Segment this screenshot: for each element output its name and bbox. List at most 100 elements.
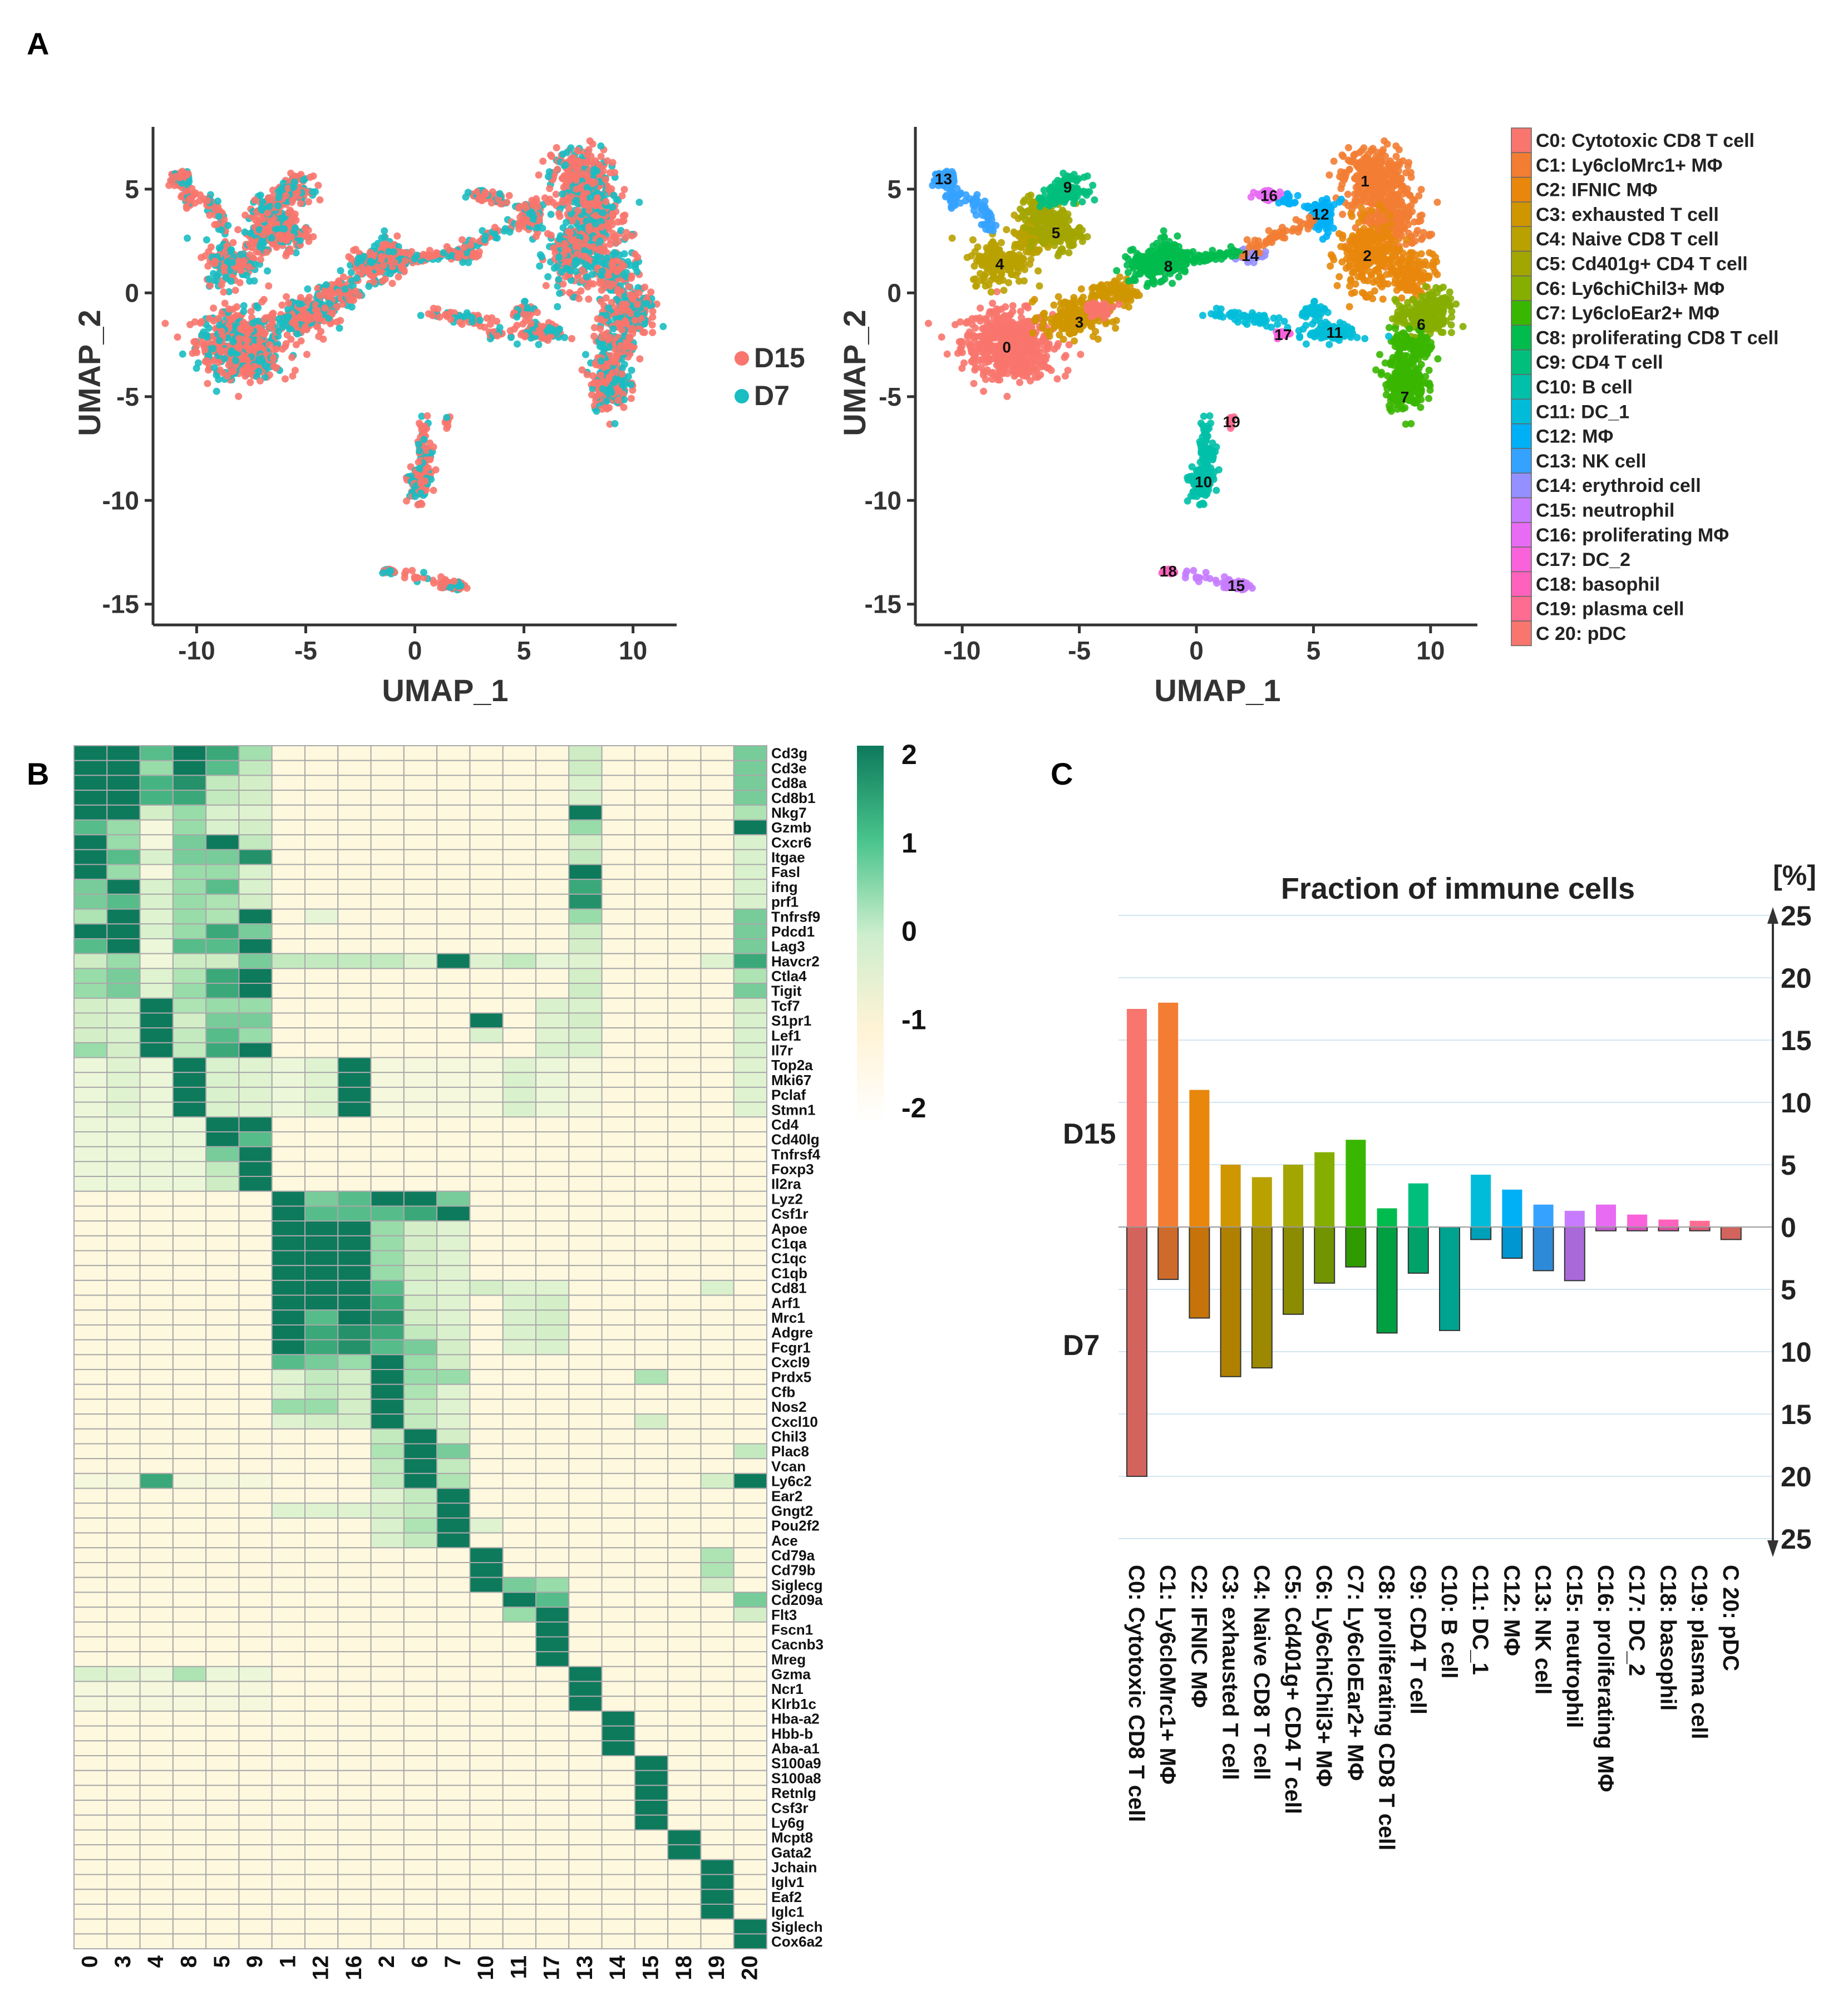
umap-point — [291, 210, 299, 218]
umap-point — [580, 253, 588, 260]
umap-point — [470, 249, 477, 257]
umap-point — [593, 167, 601, 175]
umap-point — [309, 188, 317, 196]
umap-point — [1337, 185, 1345, 193]
umap-point — [246, 251, 254, 259]
umap-point — [252, 216, 259, 224]
umap-point — [239, 367, 247, 375]
umap-point — [328, 309, 336, 317]
umap-point — [221, 299, 229, 307]
umap-point — [337, 267, 344, 274]
umap-point — [609, 203, 617, 211]
umap-point — [339, 273, 347, 281]
umap-point — [590, 324, 598, 332]
umap-point — [593, 407, 600, 415]
umap-point — [1053, 375, 1061, 383]
umap-point — [503, 199, 511, 206]
umap-point — [272, 364, 280, 372]
umap-point — [561, 161, 569, 169]
umap-point — [408, 566, 416, 574]
umap-point — [1344, 190, 1352, 198]
umap-point — [568, 335, 575, 342]
umap-point — [649, 308, 657, 316]
umap-point — [378, 255, 385, 263]
umap-point — [977, 304, 984, 312]
umap-point — [582, 351, 589, 358]
umap-point — [604, 223, 612, 231]
umap-point — [297, 337, 305, 345]
umap-point — [572, 268, 580, 275]
umap-point — [381, 227, 388, 235]
umap-point — [348, 303, 356, 311]
umap-point — [565, 204, 573, 212]
umap-point — [244, 330, 252, 337]
umap-point — [289, 372, 297, 380]
umap-point — [597, 357, 605, 365]
umap-point — [649, 329, 657, 337]
umap-point — [216, 345, 224, 353]
umap-point — [448, 252, 456, 259]
umap-point — [414, 501, 422, 509]
umap-point — [535, 327, 543, 334]
umap-point — [300, 176, 308, 184]
umap-point — [996, 368, 1004, 376]
umap-point — [1019, 319, 1027, 327]
umap-point — [969, 331, 977, 339]
umap-point — [573, 185, 580, 193]
umap-point — [576, 224, 584, 232]
umap-point — [297, 200, 304, 207]
umap-point — [534, 203, 542, 211]
umap-point — [211, 257, 219, 265]
umap-point — [478, 197, 486, 204]
umap-point — [546, 185, 554, 193]
umap-point — [464, 189, 472, 196]
umap-point — [210, 304, 218, 312]
umap-point — [403, 497, 411, 505]
umap-point — [507, 333, 515, 341]
umap-point — [228, 368, 235, 376]
umap-point — [535, 216, 543, 224]
umap-point — [985, 310, 993, 318]
umap-point — [583, 171, 591, 179]
umap-point — [610, 249, 618, 257]
umap-point — [972, 324, 979, 332]
umap-point — [258, 205, 265, 213]
umap-point — [554, 282, 561, 290]
umap-point — [487, 199, 495, 207]
umap-point — [218, 281, 225, 289]
umap-point — [225, 361, 233, 369]
umap-point — [614, 218, 622, 226]
umap-point — [416, 447, 423, 455]
umap-point — [1407, 169, 1415, 176]
umap-point — [597, 142, 605, 150]
umap-point — [179, 350, 186, 358]
umap-point — [620, 186, 628, 193]
umap-point — [648, 321, 656, 329]
umap-point — [203, 357, 210, 364]
umap-point — [306, 174, 314, 181]
umap-point — [1041, 354, 1048, 362]
umap-point — [417, 312, 425, 319]
umap-point — [292, 216, 300, 224]
umap-point — [315, 333, 323, 341]
umap-point — [227, 247, 235, 254]
umap-point — [417, 489, 425, 497]
umap-point — [430, 486, 437, 494]
umap-point — [513, 322, 521, 329]
umap-point — [528, 196, 536, 204]
umap-point — [598, 267, 606, 275]
umap-point — [623, 229, 630, 237]
umap-point — [388, 279, 396, 287]
umap-point — [574, 146, 581, 154]
umap-point — [275, 327, 283, 335]
umap-point — [203, 236, 210, 244]
umap-point — [275, 315, 283, 323]
umap-point — [542, 282, 550, 289]
umap-point — [547, 231, 555, 239]
umap-point — [268, 319, 276, 327]
umap-point — [587, 152, 595, 160]
umap-point — [592, 211, 599, 219]
umap-point — [303, 311, 311, 318]
